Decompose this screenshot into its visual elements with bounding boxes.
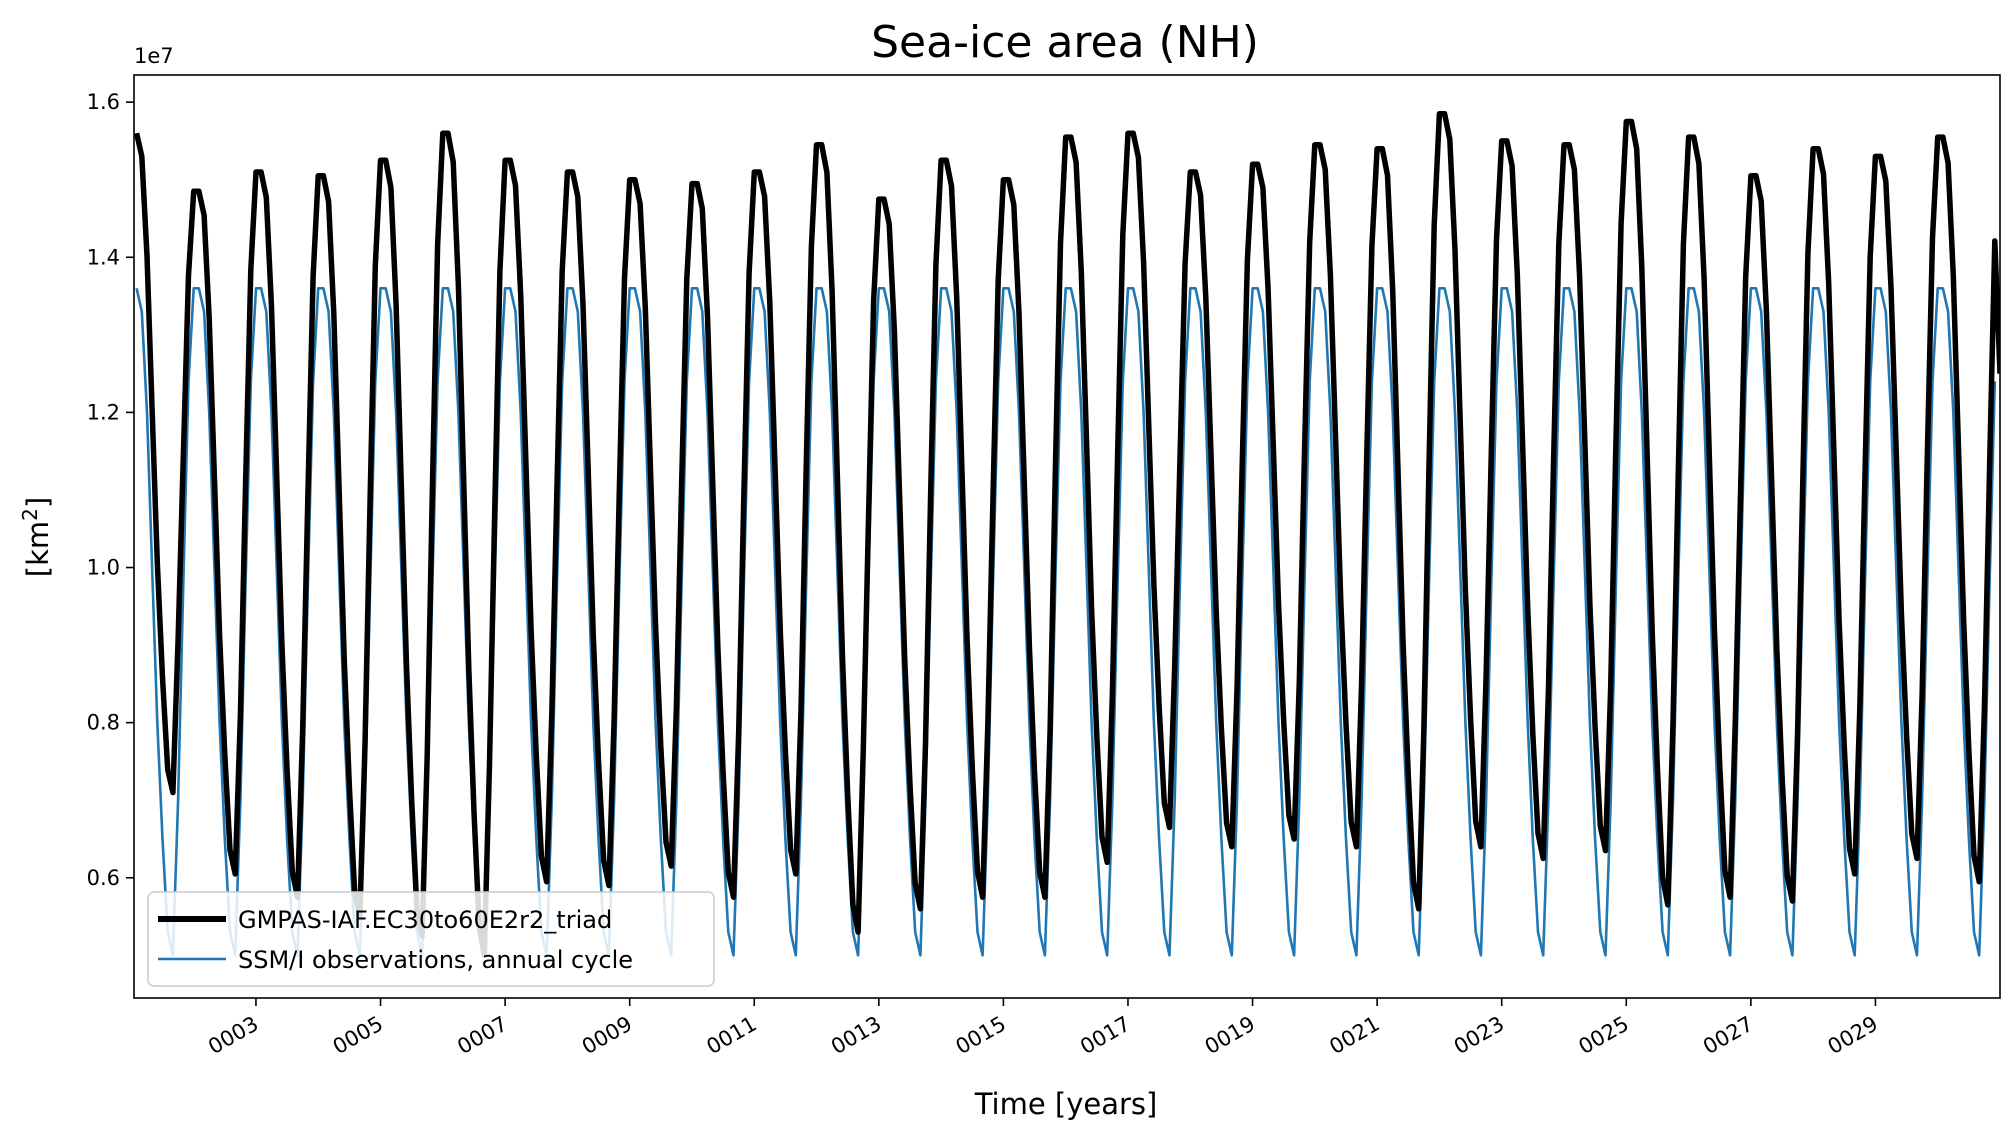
series-line-observations	[135, 286, 1997, 957]
y-axis: 0.6 0.8 1.0 1.2 1.4 1.6	[87, 90, 134, 890]
y-tick-label: 1.2	[87, 400, 120, 424]
x-axis-label: Time [years]	[974, 1087, 1158, 1121]
legend-label-observations: SSM/I observations, annual cycle	[238, 946, 633, 974]
y-axis-label-main: [km	[21, 521, 55, 577]
series-line-model	[134, 111, 2000, 959]
legend: GMPAS-IAF.EC30to60E2r2_triad SSM/I obser…	[147, 891, 715, 987]
y-offset-label: 1e7	[134, 44, 174, 68]
y-tick-label: 0.8	[87, 711, 120, 735]
y-axis-label-end: ]	[21, 497, 55, 508]
y-tick-label: 1.6	[87, 90, 120, 114]
y-tick-label: 1.4	[87, 245, 120, 269]
y-tick-label: 0.6	[87, 866, 120, 890]
axes-frame	[133, 74, 2001, 999]
y-axis-label-sup: 2	[18, 508, 42, 521]
y-tick-label: 1.0	[87, 556, 120, 580]
legend-box	[147, 891, 715, 987]
y-axis-label: [km2]	[18, 497, 55, 577]
plot-area	[133, 74, 2001, 999]
chart-title: Sea-ice area (NH)	[871, 17, 1259, 68]
series-layer	[134, 111, 2000, 959]
legend-label-model: GMPAS-IAF.EC30to60E2r2_triad	[238, 906, 612, 934]
